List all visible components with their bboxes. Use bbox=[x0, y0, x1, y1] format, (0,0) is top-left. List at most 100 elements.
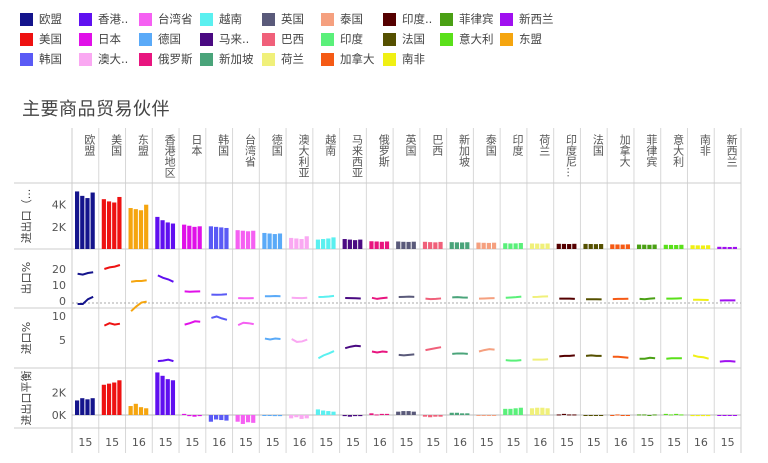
trade-bar bbox=[513, 243, 518, 249]
trade-bar bbox=[700, 245, 706, 249]
export-share-line bbox=[505, 295, 522, 299]
x-tick-label: 15 bbox=[78, 436, 92, 449]
balance-bar bbox=[331, 411, 336, 415]
chart-title: 主要商品贸易伙伴 bbox=[22, 99, 170, 120]
trade-bar bbox=[272, 234, 277, 249]
balance-bar bbox=[449, 412, 454, 415]
legend-item[interactable]: 香港.. bbox=[79, 12, 128, 26]
legend-item[interactable]: 马来.. bbox=[200, 32, 249, 46]
legend-item[interactable]: 新加坡 bbox=[200, 52, 254, 66]
trade-bar bbox=[561, 243, 567, 249]
balance-bar bbox=[717, 415, 722, 416]
legend-item[interactable]: 俄罗斯 bbox=[139, 52, 193, 66]
trade-bar bbox=[192, 226, 197, 249]
legend-item[interactable]: 韩国 bbox=[20, 52, 62, 66]
legend-item[interactable]: 越南 bbox=[200, 12, 242, 26]
legend-item[interactable]: 台湾省 bbox=[139, 12, 193, 26]
column-header: 俄罗斯 bbox=[377, 134, 390, 168]
balance-bar bbox=[508, 408, 513, 415]
balance-bar bbox=[593, 415, 599, 416]
legend-item[interactable]: 澳大.. bbox=[79, 52, 128, 66]
trade-bar bbox=[695, 245, 700, 249]
x-tick-label: 15 bbox=[640, 436, 654, 449]
balance-bar bbox=[727, 415, 732, 416]
balance-bar bbox=[192, 415, 197, 417]
legend-swatch bbox=[262, 52, 275, 66]
legend-item[interactable]: 英国 bbox=[262, 12, 304, 26]
trade-bar bbox=[187, 225, 192, 249]
trade-bar bbox=[208, 226, 213, 249]
legend-label: 英国 bbox=[281, 12, 304, 26]
legend-item[interactable]: 南非 bbox=[383, 52, 425, 66]
trade-bar bbox=[491, 242, 497, 249]
balance-bar bbox=[561, 413, 567, 415]
x-tick-label: 15 bbox=[480, 436, 494, 449]
x-tick-label: 15 bbox=[266, 436, 280, 449]
legend-item[interactable]: 荷兰 bbox=[262, 52, 304, 66]
trade-bar bbox=[128, 208, 133, 249]
trade-bar bbox=[460, 242, 465, 249]
balance-bar bbox=[460, 413, 465, 415]
column-header: 新加坡 bbox=[458, 133, 471, 168]
balance-bar bbox=[695, 415, 700, 417]
balance-bar bbox=[556, 414, 561, 416]
legend-item[interactable]: 日本 bbox=[79, 32, 121, 46]
legend-item[interactable]: 德国 bbox=[139, 32, 181, 46]
x-tick-label: 15 bbox=[560, 436, 574, 449]
balance-bar bbox=[321, 410, 326, 415]
balance-bar bbox=[615, 414, 620, 416]
balance-bar bbox=[342, 415, 347, 417]
legend-item[interactable]: 法国 bbox=[383, 32, 425, 46]
trade-bar bbox=[160, 220, 165, 249]
column-header: 香港地区 bbox=[163, 134, 176, 178]
legend-item[interactable]: 加拿大 bbox=[321, 52, 375, 66]
trade-bar bbox=[663, 244, 668, 249]
import-share-line bbox=[264, 337, 281, 341]
trade-bar bbox=[144, 204, 149, 249]
legend-item[interactable]: 巴西 bbox=[262, 32, 304, 46]
export-share-line bbox=[104, 264, 121, 270]
trade-bar bbox=[481, 242, 486, 249]
legend-item[interactable]: 泰国 bbox=[321, 12, 363, 26]
trade-bar bbox=[101, 199, 106, 249]
column-header: 法国 bbox=[591, 133, 604, 157]
legend-item[interactable]: 东盟 bbox=[500, 32, 542, 46]
legend-item[interactable]: 印度 bbox=[321, 32, 363, 46]
trade-bar bbox=[674, 245, 679, 249]
legend-item[interactable]: 新西兰 bbox=[500, 12, 554, 26]
x-tick-label: 15 bbox=[587, 436, 601, 449]
trade-bar bbox=[615, 244, 620, 249]
import-share-line bbox=[291, 338, 308, 343]
balance-bar bbox=[106, 383, 112, 415]
trade-bar bbox=[80, 195, 85, 249]
column-header: 日本 bbox=[190, 134, 203, 157]
column-header: 菲律宾 bbox=[645, 134, 658, 167]
legend-item[interactable]: 欧盟 bbox=[20, 12, 62, 26]
legend-item[interactable]: 印度.. bbox=[383, 12, 432, 26]
panel-tick-label: 20 bbox=[52, 263, 66, 276]
balance-bar bbox=[503, 408, 508, 415]
balance-bar bbox=[85, 399, 90, 415]
balance-bar bbox=[540, 407, 545, 415]
balance-bar bbox=[75, 400, 80, 415]
trade-bar bbox=[486, 242, 491, 249]
balance-bar bbox=[155, 372, 160, 415]
balance-bar bbox=[235, 415, 240, 422]
balance-bar bbox=[315, 409, 321, 415]
balance-bar bbox=[428, 415, 433, 418]
balance-bar bbox=[652, 414, 657, 416]
chart-area: 欧盟 美国 东盟 香港地区 日本 韩国 台湾省 德国 澳大利亚 越南 马来西亚 俄罗斯 英国 巴西 新加坡泰… bbox=[14, 128, 742, 453]
legend-swatch bbox=[321, 12, 334, 26]
import-share-line bbox=[157, 358, 174, 363]
legend-item[interactable]: 意大利 bbox=[440, 32, 494, 46]
trade-bar bbox=[449, 242, 454, 249]
trade-bar bbox=[331, 237, 336, 249]
trade-bar bbox=[401, 241, 406, 249]
balance-bar bbox=[289, 415, 294, 419]
legend-item[interactable]: 菲律宾 bbox=[440, 12, 494, 26]
trade-bar bbox=[277, 233, 283, 249]
balance-bar bbox=[251, 415, 256, 423]
trade-bar bbox=[112, 202, 117, 249]
legend-label: 欧盟 bbox=[39, 12, 62, 26]
legend-item[interactable]: 美国 bbox=[20, 32, 62, 46]
